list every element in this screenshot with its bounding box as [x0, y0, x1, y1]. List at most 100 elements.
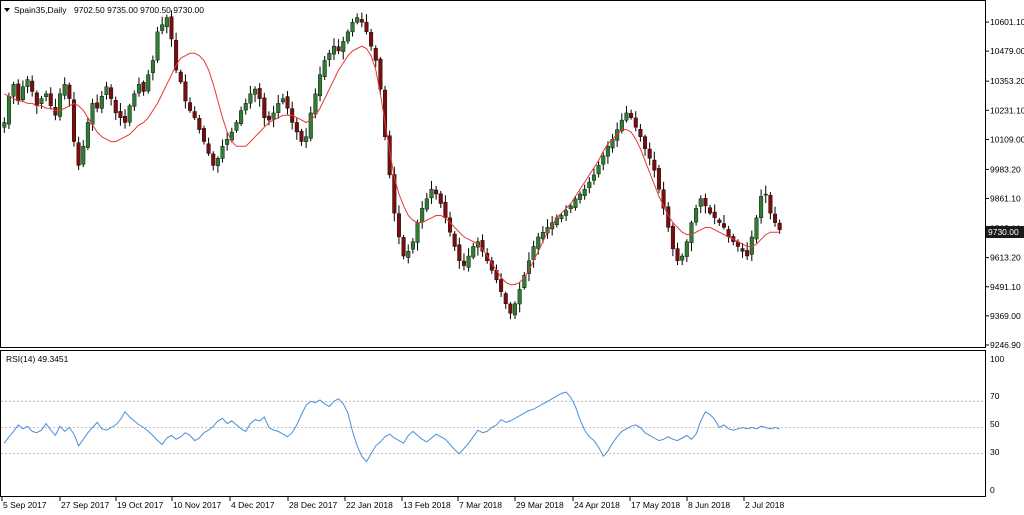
- candle-body: [248, 93, 253, 104]
- candle-body: [508, 303, 513, 314]
- candle-body: [211, 153, 216, 166]
- candle-body: [48, 93, 53, 106]
- candle-body: [763, 193, 768, 196]
- candle-body: [20, 86, 25, 101]
- candle-body: [624, 112, 629, 121]
- candle-body: [16, 83, 21, 102]
- candle-body: [670, 225, 675, 250]
- time-tick-label: 27 Sep 2017: [61, 500, 109, 510]
- candle-body: [578, 193, 583, 200]
- candle-body: [740, 248, 745, 252]
- candle-body: [178, 71, 183, 83]
- candle-body: [239, 110, 244, 125]
- time-tick-label: 10 Nov 2017: [173, 500, 221, 510]
- candle-body: [359, 19, 364, 23]
- candle-body: [406, 251, 411, 258]
- candle-body: [169, 16, 174, 40]
- candle-body: [452, 233, 457, 247]
- candle-body: [457, 244, 462, 261]
- candle-body: [345, 31, 350, 42]
- candle-body: [127, 105, 132, 123]
- candle-body: [294, 122, 299, 133]
- price-tick-label: 9491.10: [990, 282, 1021, 292]
- candle-body: [313, 93, 318, 115]
- candle-body: [225, 138, 230, 145]
- candle-body: [387, 135, 392, 176]
- candle-body: [25, 79, 30, 87]
- candle-body: [392, 174, 397, 214]
- moving-average-series: [4, 45, 780, 286]
- candle-body: [276, 103, 281, 113]
- candle-body: [773, 213, 778, 223]
- candle-body: [434, 189, 439, 195]
- candle-body: [666, 206, 671, 228]
- candle-body: [480, 240, 485, 252]
- candle-body: [754, 217, 759, 240]
- candle-body: [424, 198, 429, 210]
- candle-body: [503, 293, 508, 304]
- candle-body: [341, 41, 346, 52]
- rsi-axis-tick-70: 70: [990, 391, 1000, 401]
- candle-body: [633, 117, 638, 128]
- time-tick-label: 5 Sep 2017: [3, 500, 47, 510]
- candle-body: [146, 74, 151, 92]
- price-panel-frame: [0, 0, 986, 348]
- candle-body: [229, 131, 234, 141]
- candle-body: [591, 174, 596, 181]
- candle-body: [81, 146, 86, 165]
- candle-body: [285, 96, 290, 109]
- rsi-axis-tick-30: 30: [990, 447, 1000, 457]
- dropdown-triangle-icon[interactable]: [4, 8, 10, 12]
- candle-body: [410, 241, 415, 250]
- candle-body: [536, 236, 541, 249]
- candle-body: [712, 211, 717, 219]
- candle-body: [378, 58, 383, 90]
- time-tick-label: 19 Oct 2017: [117, 500, 164, 510]
- price-tick-label: 10353.20: [990, 76, 1024, 86]
- candle-body: [253, 88, 258, 95]
- candle-body: [44, 93, 49, 97]
- candle-body: [266, 115, 271, 121]
- candle-body: [192, 111, 197, 118]
- candle-body: [85, 122, 90, 148]
- candle-body: [99, 96, 104, 109]
- candle-body: [355, 17, 360, 23]
- price-tick-label: 10479.00: [990, 46, 1024, 56]
- candle-body: [605, 146, 610, 157]
- candle-body: [438, 193, 443, 204]
- candle-body: [499, 279, 504, 292]
- time-tick-label: 13 Feb 2018: [403, 500, 451, 510]
- candle-body: [517, 289, 522, 305]
- candle-body: [573, 198, 578, 208]
- time-tick-label: 22 Jan 2018: [346, 500, 393, 510]
- time-tick-label: 29 Mar 2018: [516, 500, 564, 510]
- candle-body: [53, 106, 58, 116]
- rsi-level-lines: [1, 400, 985, 455]
- rsi-axis-tick-100: 100: [990, 354, 1004, 364]
- candle-body: [6, 96, 11, 125]
- candle-body: [234, 122, 239, 131]
- candle-body: [513, 303, 518, 316]
- candle-body: [471, 246, 476, 258]
- candle-body: [364, 21, 369, 33]
- candle-body: [698, 198, 703, 207]
- candle-body: [680, 255, 685, 261]
- candle-body: [401, 237, 406, 257]
- time-tick-label: 28 Dec 2017: [289, 500, 337, 510]
- current-price-label: 9730.00: [988, 227, 1019, 237]
- candle-body: [675, 248, 680, 261]
- candle-body: [90, 103, 95, 125]
- candle-body: [58, 93, 63, 117]
- candle-body: [2, 122, 7, 128]
- candle-body: [619, 119, 624, 132]
- candle-body: [155, 31, 160, 61]
- candle-body: [373, 47, 378, 61]
- candle-body: [703, 198, 708, 207]
- candle-body: [331, 45, 336, 55]
- candle-body: [643, 136, 648, 149]
- candle-body: [71, 99, 76, 142]
- candle-body: [322, 60, 327, 77]
- candle-body: [197, 118, 202, 130]
- candle-body: [396, 213, 401, 238]
